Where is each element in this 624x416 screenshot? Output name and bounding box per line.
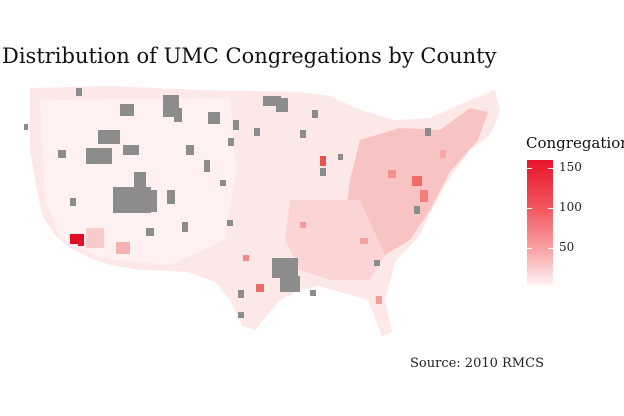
legend-tick-label: 150 [559, 160, 582, 174]
legend-title: Congregations [526, 134, 624, 152]
legend-tickmark [527, 168, 532, 169]
legend-tickmark [548, 248, 553, 249]
legend-tickmark [527, 208, 532, 209]
legend-tickmark [548, 208, 553, 209]
map-title: Distribution of UMC Congregations by Cou… [2, 44, 497, 68]
legend-tick-label: 50 [559, 240, 575, 254]
legend-tick-label: 100 [559, 200, 582, 214]
missing-counties [24, 88, 431, 318]
southeast-region [285, 200, 385, 280]
legend-tickmark [527, 248, 532, 249]
legend-tickmark [548, 168, 553, 169]
legend-colorbar [527, 160, 553, 286]
source-caption: Source: 2010 RMCS [410, 356, 544, 371]
high-count-counties [70, 150, 446, 304]
